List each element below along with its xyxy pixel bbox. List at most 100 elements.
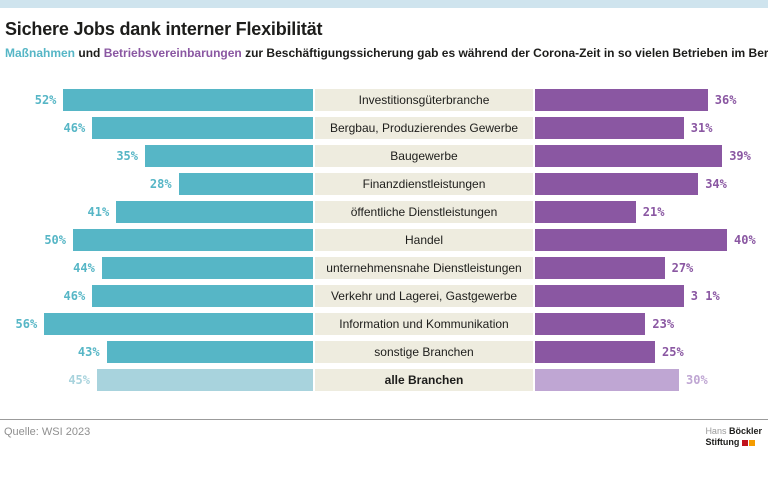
massnahmen-bar: [73, 229, 313, 251]
betriebsvereinbarungen-bar: [535, 285, 684, 307]
massnahmen-value-label: 43%: [77, 345, 100, 359]
massnahmen-cell: 35%: [0, 145, 315, 167]
massnahmen-value-label: 35%: [116, 149, 138, 163]
betriebsvereinbarungen-cell: 30%: [533, 369, 768, 391]
massnahmen-bar: [63, 89, 313, 111]
betriebsvereinbarungen-cell: 27%: [533, 257, 768, 279]
massnahmen-cell: 45%: [0, 369, 315, 391]
betriebsvereinbarungen-bar: [535, 313, 646, 335]
betriebsvereinbarungen-value-label: 36%: [714, 93, 737, 107]
category-label: Finanzdienstleistungen: [315, 173, 533, 195]
betriebsvereinbarungen-value-label: 23%: [652, 317, 675, 331]
chart-row: 41% öffentliche Dienstleistungen 21%: [0, 201, 768, 223]
betriebsvereinbarungen-value-label: 30%: [686, 373, 708, 387]
category-label: Information und Kommunikation: [315, 313, 533, 335]
betriebsvereinbarungen-bar: [535, 117, 684, 139]
betriebsvereinbarungen-cell: 34%: [533, 173, 768, 195]
massnahmen-value-label: 50%: [44, 233, 66, 247]
legend-term-betriebsvereinbarungen: Betriebsvereinbarungen: [103, 46, 242, 60]
subtitle-rest: zur Beschäftigungssicherung gab es währe…: [245, 46, 768, 60]
betriebsvereinbarungen-cell: 39%: [533, 145, 768, 167]
chart-header: Sichere Jobs dank interner Flexibilität …: [5, 19, 768, 60]
massnahmen-cell: 46%: [0, 117, 315, 139]
betriebsvereinbarungen-value-label: 25%: [662, 345, 684, 359]
massnahmen-cell: 44%: [0, 257, 315, 279]
betriebsvereinbarungen-cell: 36%: [533, 89, 768, 111]
betriebsvereinbarungen-value-label: 27%: [671, 261, 694, 275]
chart-row: 46% Bergbau, Produzierendes Gewerbe 31%: [0, 117, 768, 139]
chart-row: 46% Verkehr und Lagerei, Gastgewerbe 3 1…: [0, 285, 768, 307]
massnahmen-bar: [101, 257, 313, 279]
chart-row: 52% Investitionsgüterbranche 36%: [0, 89, 768, 111]
massnahmen-bar: [92, 117, 313, 139]
logo-text-stiftung: Stiftung: [705, 436, 740, 447]
category-label: Handel: [315, 229, 533, 251]
massnahmen-value-label: 45%: [68, 373, 90, 387]
massnahmen-cell: 41%: [0, 201, 315, 223]
massnahmen-value-label: 46%: [63, 289, 86, 303]
massnahmen-cell: 50%: [0, 229, 315, 251]
massnahmen-cell: 46%: [0, 285, 315, 307]
massnahmen-value-label: 46%: [63, 121, 86, 135]
subtitle-connector: und: [78, 46, 101, 60]
betriebsvereinbarungen-value-label: 21%: [642, 205, 665, 219]
massnahmen-bar: [178, 173, 313, 195]
massnahmen-bar: [145, 145, 313, 167]
category-label: Verkehr und Lagerei, Gastgewerbe: [315, 285, 533, 307]
chart-row: 44% unternehmensnahe Dienstleistungen 27…: [0, 257, 768, 279]
massnahmen-value-label: 28%: [149, 177, 172, 191]
footer: Quelle: WSI 2023 Hans Böckler Stiftung: [0, 420, 768, 448]
chart-row: 43% sonstige Branchen 25%: [0, 341, 768, 363]
betriebsvereinbarungen-value-label: 3 1%: [690, 289, 720, 303]
decorative-top-strip: [0, 0, 768, 8]
betriebsvereinbarungen-cell: 23%: [533, 313, 768, 335]
betriebsvereinbarungen-bar: [535, 173, 699, 195]
massnahmen-bar: [44, 313, 313, 335]
category-label: unternehmensnahe Dienstleistungen: [315, 257, 533, 279]
betriebsvereinbarungen-value-label: 34%: [705, 177, 727, 191]
chart-row: 35% Baugewerbe 39%: [0, 145, 768, 167]
page-title: Sichere Jobs dank interner Flexibilität: [5, 19, 323, 39]
footer-divider: [0, 419, 768, 420]
hans-boeckler-stiftung-logo: Hans Böckler Stiftung: [705, 426, 762, 448]
logo-text-hans: Hans: [705, 426, 727, 436]
logo-mark-icon: [742, 439, 756, 446]
chart-row: 56% Information und Kommunikation 23%: [0, 313, 768, 335]
massnahmen-value-label: 41%: [87, 205, 110, 219]
massnahmen-value-label: 56%: [15, 317, 38, 331]
category-label: Bergbau, Produzierendes Gewerbe: [315, 117, 533, 139]
diverging-bar-chart: 52% Investitionsgüterbranche 36% 46% Ber…: [0, 89, 768, 391]
betriebsvereinbarungen-cell: 21%: [533, 201, 768, 223]
logo-text-boeckler: Böckler: [728, 426, 762, 436]
betriebsvereinbarungen-cell: 40%: [533, 229, 768, 251]
betriebsvereinbarungen-cell: 25%: [533, 341, 768, 363]
chart-row: 50% Handel 40%: [0, 229, 768, 251]
betriebsvereinbarungen-value-label: 31%: [690, 121, 713, 135]
category-label: sonstige Branchen: [315, 341, 533, 363]
betriebsvereinbarungen-bar: [535, 229, 727, 251]
massnahmen-cell: 52%: [0, 89, 315, 111]
betriebsvereinbarungen-bar: [535, 369, 679, 391]
betriebsvereinbarungen-value-label: 39%: [729, 149, 751, 163]
betriebsvereinbarungen-cell: 31%: [533, 117, 768, 139]
category-label: Investitionsgüterbranche: [315, 89, 533, 111]
massnahmen-bar: [116, 201, 313, 223]
massnahmen-value-label: 52%: [34, 93, 57, 107]
massnahmen-cell: 28%: [0, 173, 315, 195]
chart-subtitle: Maßnahmen und Betriebsvereinbarungen zur…: [5, 46, 768, 60]
betriebsvereinbarungen-bar: [535, 201, 636, 223]
betriebsvereinbarungen-bar: [535, 89, 708, 111]
massnahmen-bar: [97, 369, 313, 391]
betriebsvereinbarungen-bar: [535, 145, 723, 167]
category-label: Baugewerbe: [315, 145, 533, 167]
source-note: Quelle: WSI 2023: [4, 426, 91, 438]
massnahmen-bar: [106, 341, 313, 363]
massnahmen-bar: [92, 285, 313, 307]
legend-term-massnahmen: Maßnahmen: [5, 46, 76, 60]
betriebsvereinbarungen-bar: [535, 257, 665, 279]
massnahmen-cell: 56%: [0, 313, 315, 335]
category-label: alle Branchen: [315, 369, 533, 391]
betriebsvereinbarungen-cell: 3 1%: [533, 285, 768, 307]
chart-row: 28% Finanzdienstleistungen 34%: [0, 173, 768, 195]
betriebsvereinbarungen-value-label: 40%: [734, 233, 756, 247]
